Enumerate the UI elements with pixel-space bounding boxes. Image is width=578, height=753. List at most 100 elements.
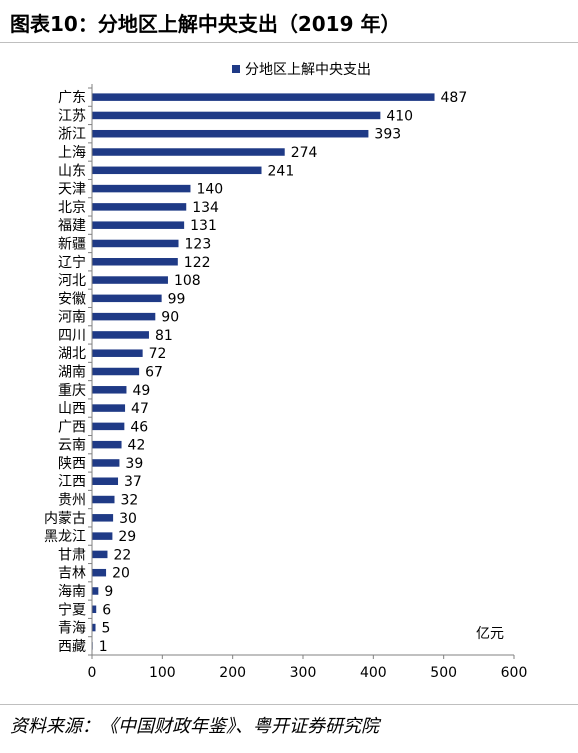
category-label: 北京 bbox=[58, 200, 86, 216]
category-label: 宁夏 bbox=[58, 601, 86, 618]
bar-广西 bbox=[92, 422, 125, 431]
bar-甘肃 bbox=[92, 550, 108, 559]
value-label: 241 bbox=[268, 163, 295, 179]
category-label: 上海 bbox=[58, 145, 86, 161]
category-label: 四川 bbox=[58, 328, 86, 344]
top-rule bbox=[0, 42, 578, 43]
bar-福建 bbox=[92, 221, 185, 229]
category-label: 辽宁 bbox=[58, 254, 86, 271]
value-label: 81 bbox=[155, 328, 173, 344]
value-label: 39 bbox=[125, 456, 143, 472]
category-label: 黑龙江 bbox=[44, 529, 86, 545]
bar-安徽 bbox=[92, 294, 162, 303]
category-label: 陕西 bbox=[58, 456, 86, 472]
category-label: 安徽 bbox=[58, 291, 86, 307]
category-label: 青海 bbox=[58, 621, 86, 637]
value-label: 49 bbox=[132, 383, 150, 399]
bar-天津 bbox=[92, 184, 191, 193]
bar-河北 bbox=[92, 276, 168, 284]
value-label: 6 bbox=[102, 602, 111, 618]
bar-重庆 bbox=[92, 386, 127, 394]
value-label: 108 bbox=[174, 273, 201, 289]
x-tick-label: 400 bbox=[360, 665, 387, 681]
category-label: 西藏 bbox=[58, 639, 86, 655]
bar-辽宁 bbox=[92, 258, 178, 266]
bar-chart: 分地区上解中央支出 广东江苏浙江上海山东天津北京福建新疆辽宁河北安徽河南四川湖北… bbox=[44, 62, 528, 681]
value-label: 30 bbox=[119, 511, 137, 527]
legend: 分地区上解中央支出 bbox=[232, 62, 371, 78]
bar-湖南 bbox=[92, 367, 140, 376]
figure-title: 图表10：分地区上解中央支出（2019 年） bbox=[10, 12, 401, 36]
value-label: 410 bbox=[386, 108, 413, 124]
category-label: 广西 bbox=[58, 419, 86, 435]
value-label: 22 bbox=[113, 547, 131, 563]
category-label: 河北 bbox=[58, 273, 86, 289]
bar-内蒙古 bbox=[92, 514, 114, 522]
x-tick-label: 500 bbox=[430, 665, 457, 681]
bar-四川 bbox=[92, 331, 149, 339]
category-label: 甘肃 bbox=[58, 547, 86, 563]
value-label: 72 bbox=[149, 346, 167, 362]
value-label: 393 bbox=[374, 127, 401, 143]
value-label: 32 bbox=[121, 493, 139, 509]
value-label: 122 bbox=[184, 255, 211, 271]
value-label: 37 bbox=[124, 474, 142, 490]
x-tick-label: 300 bbox=[290, 665, 317, 681]
legend-swatch bbox=[232, 65, 240, 73]
bar-海南 bbox=[92, 587, 99, 595]
category-labels: 广东江苏浙江上海山东天津北京福建新疆辽宁河北安徽河南四川湖北湖南重庆山西广西云南… bbox=[44, 90, 86, 655]
category-label: 湖北 bbox=[58, 346, 86, 362]
x-tick-label: 600 bbox=[501, 665, 528, 681]
value-label: 67 bbox=[145, 365, 163, 381]
bar-广东 bbox=[92, 93, 435, 101]
category-label: 新疆 bbox=[58, 236, 86, 252]
category-label: 海南 bbox=[58, 584, 86, 600]
category-label: 内蒙古 bbox=[44, 511, 86, 527]
category-label: 河南 bbox=[58, 310, 86, 326]
bar-陕西 bbox=[92, 459, 120, 467]
bottom-rule bbox=[0, 704, 578, 705]
value-label: 42 bbox=[128, 438, 146, 454]
category-label: 江西 bbox=[58, 474, 86, 490]
category-label: 湖南 bbox=[58, 365, 86, 381]
x-tick-label: 200 bbox=[219, 665, 246, 681]
value-label: 140 bbox=[196, 182, 223, 198]
x-tick-label: 0 bbox=[88, 665, 97, 681]
category-label: 江苏 bbox=[58, 108, 86, 124]
value-label: 123 bbox=[185, 236, 212, 252]
bar-贵州 bbox=[92, 495, 115, 504]
bar-黑龙江 bbox=[92, 532, 113, 540]
bar-青海 bbox=[92, 623, 96, 632]
bar-山西 bbox=[92, 404, 126, 412]
category-label: 山东 bbox=[58, 163, 86, 179]
value-label: 134 bbox=[192, 200, 219, 216]
value-label: 99 bbox=[168, 291, 186, 307]
x-tick-label: 100 bbox=[149, 665, 176, 681]
bar-湖北 bbox=[92, 349, 143, 357]
category-label: 贵州 bbox=[58, 493, 86, 509]
value-label: 90 bbox=[161, 310, 179, 326]
value-label: 29 bbox=[118, 529, 136, 545]
value-label: 131 bbox=[190, 218, 217, 234]
bar-江西 bbox=[92, 477, 119, 485]
source-note: 资料来源：《中国财政年鉴》、粤开证券研究院 bbox=[10, 716, 379, 737]
bar-江苏 bbox=[92, 111, 381, 120]
bars bbox=[88, 87, 435, 656]
bar-北京 bbox=[92, 203, 187, 211]
bar-山东 bbox=[92, 166, 262, 175]
bar-云南 bbox=[92, 440, 122, 449]
value-label: 274 bbox=[291, 145, 318, 161]
category-label: 山西 bbox=[58, 401, 86, 417]
value-labels: 4874103932742411401341311231221089990817… bbox=[99, 90, 468, 655]
bar-宁夏 bbox=[92, 605, 97, 614]
category-label: 吉林 bbox=[58, 566, 86, 582]
bar-吉林 bbox=[92, 568, 107, 577]
category-label: 云南 bbox=[58, 438, 86, 454]
category-label: 浙江 bbox=[58, 127, 86, 143]
category-label: 天津 bbox=[58, 182, 86, 198]
value-label: 47 bbox=[131, 401, 149, 417]
x-axis-ticks: 0 100 200 300 400 500 600 bbox=[88, 655, 528, 681]
bar-浙江 bbox=[92, 129, 369, 138]
bar-新疆 bbox=[92, 239, 179, 248]
bar-上海 bbox=[92, 148, 285, 156]
